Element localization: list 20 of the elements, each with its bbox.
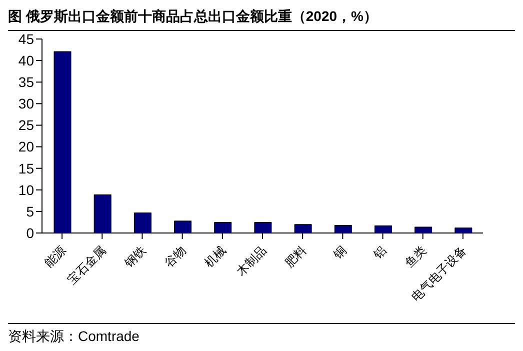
y-tick-label: 20 [18,138,34,155]
y-tick-label: 40 [18,52,34,69]
x-tick-label: 铝 [370,243,390,263]
x-tick-label: 钢铁 [121,243,149,272]
y-tick-label: 15 [18,160,34,176]
y-tick-label: 45 [18,30,34,47]
y-tick-label: 30 [18,96,34,112]
x-tick-label: 谷物 [162,243,189,270]
x-tick-label: 机械 [202,243,229,270]
x-tick-label: 铜 [330,243,350,263]
y-tick-label: 10 [18,182,34,198]
text: 资料来源：Comtrade [8,323,515,346]
y-tick-label: 25 [18,117,34,134]
y-tick-label: 0 [26,224,34,241]
x-tick-label: 木制品 [234,243,269,279]
y-tick-label: 35 [18,74,34,90]
x-tick-label: 肥料 [282,243,309,270]
y-tick-label: 5 [26,203,34,220]
x-tick-label: 鱼类 [402,243,430,270]
chart-title: 图 俄罗斯出口金额前十商品占总出口金额比重（2020，%） [8,8,515,31]
